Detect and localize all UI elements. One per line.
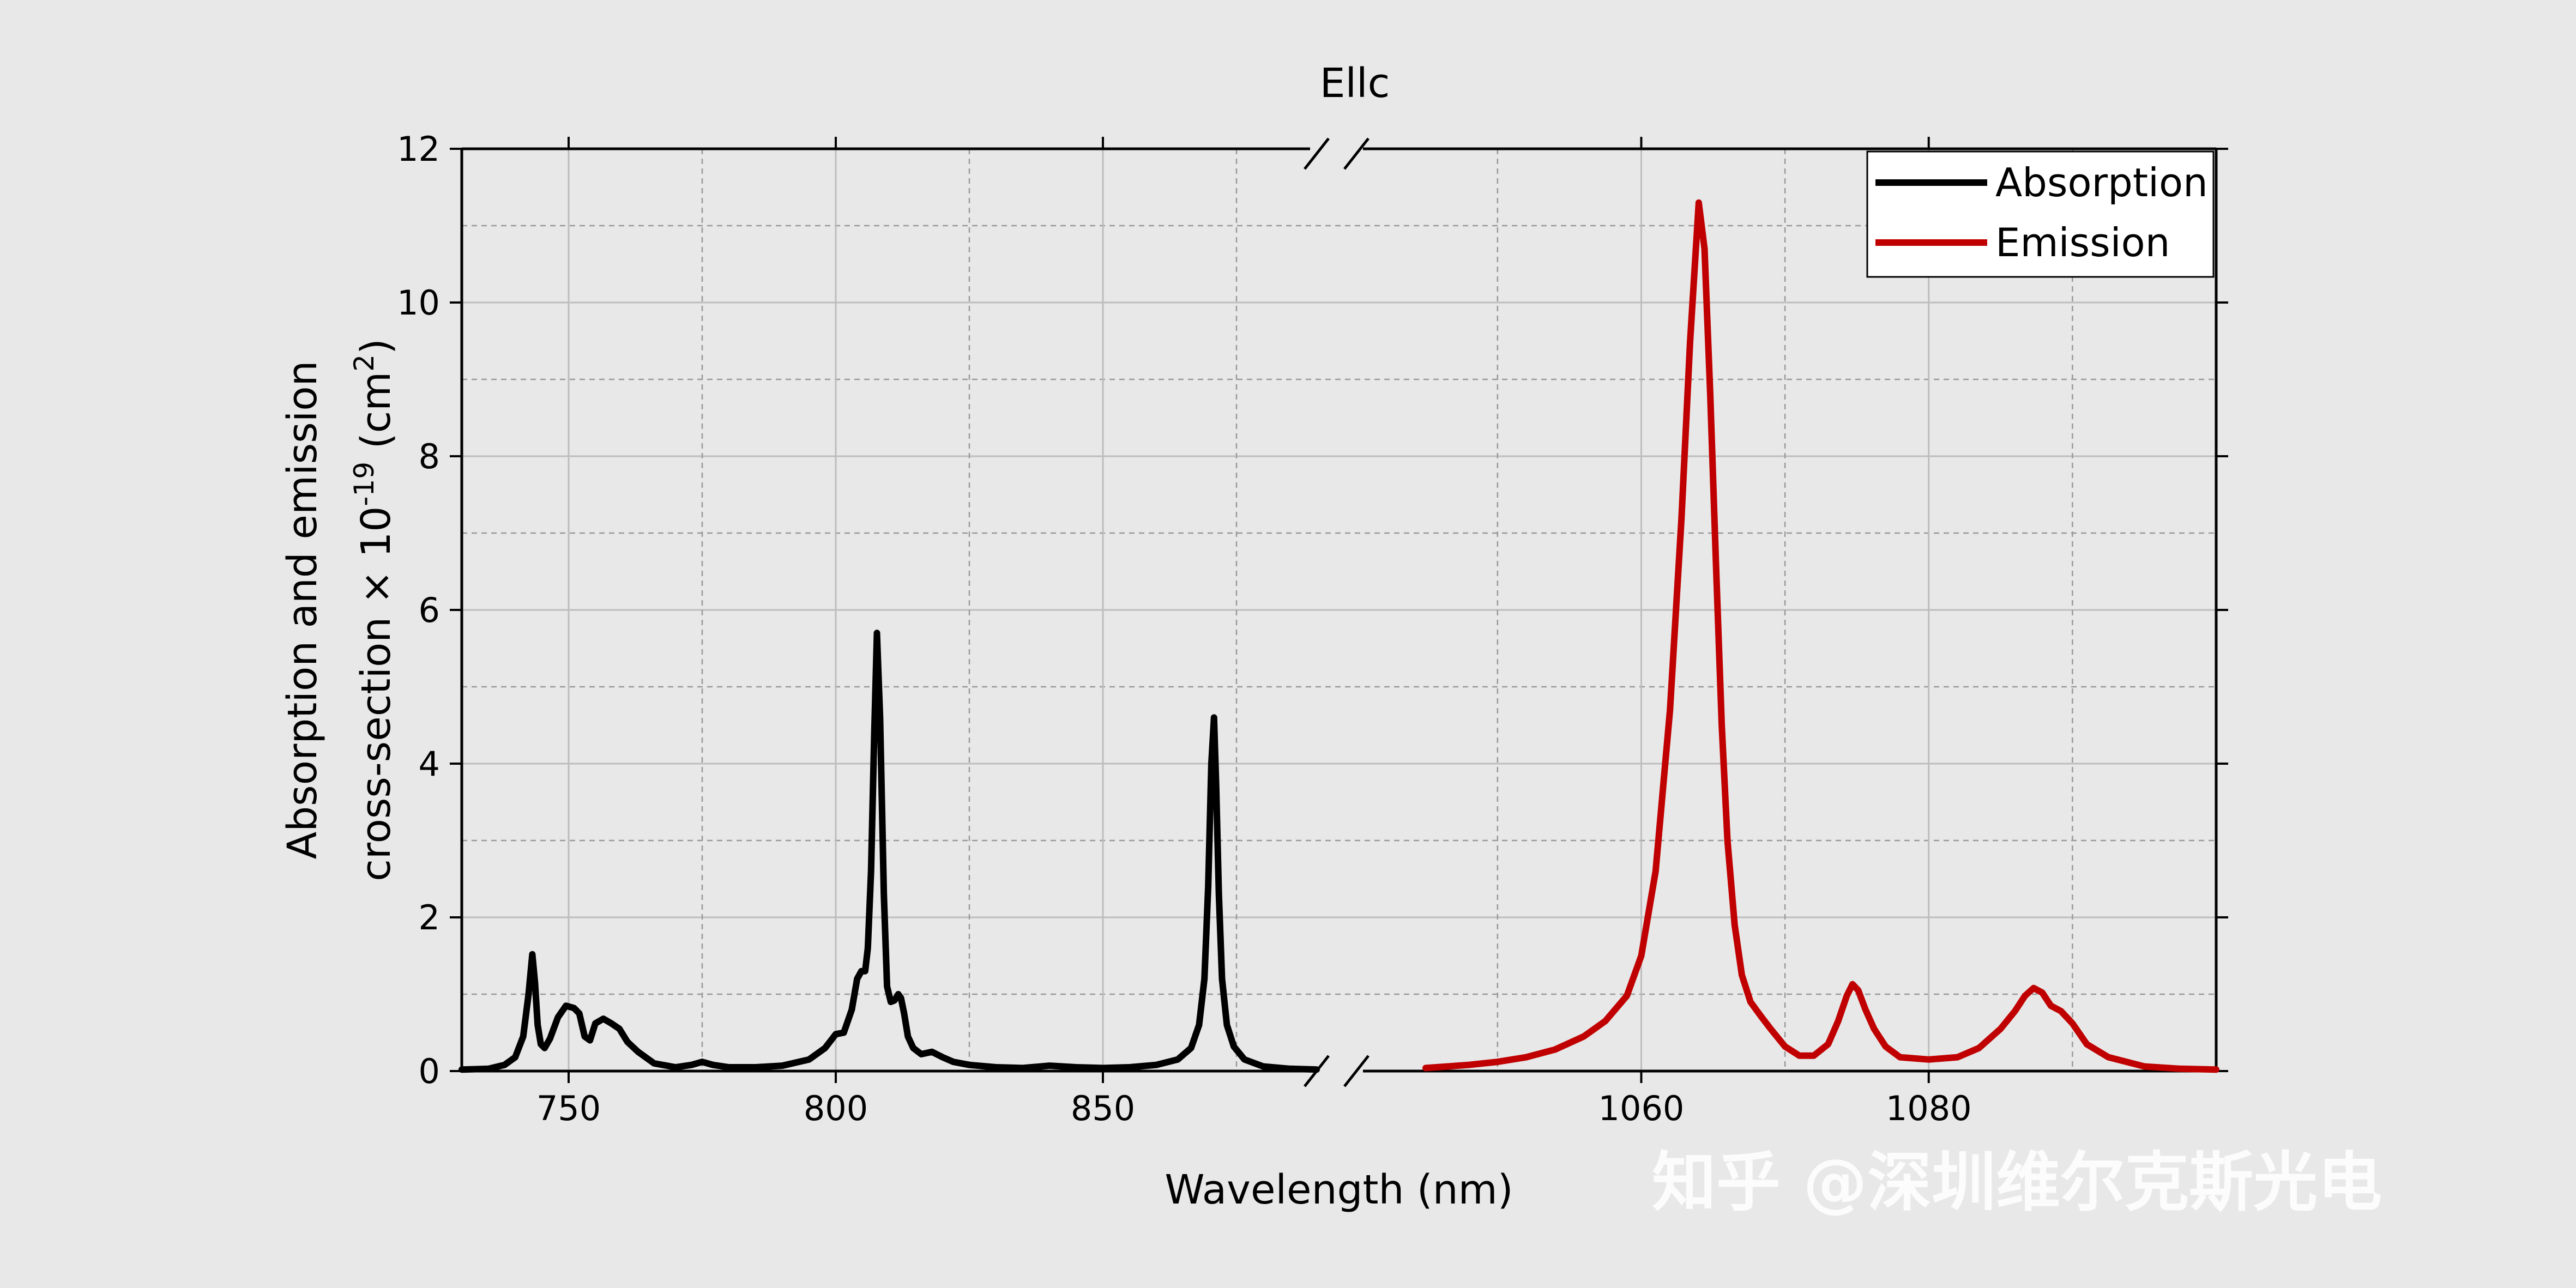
y-axis-title-suffix: ) bbox=[353, 338, 400, 354]
y-tick-label: 12 bbox=[397, 129, 440, 169]
axis-break-mark-top bbox=[1304, 137, 1330, 170]
y-tick-label: 0 bbox=[419, 1051, 440, 1091]
axes: 0 2 4 6 8 10 12 750 800 850 1060 1080 bbox=[397, 129, 2228, 1128]
axis-break-mark-top bbox=[1343, 137, 1370, 170]
series-line-absorption bbox=[459, 630, 1320, 1073]
watermark: 知乎 @深圳维尔克斯光电 bbox=[1652, 1145, 2382, 1220]
chart-title: Ellc bbox=[1320, 60, 1390, 107]
y-tick-label: 2 bbox=[419, 898, 440, 938]
x-tick-label: 750 bbox=[536, 1089, 601, 1128]
y-axis-title-line1: Absorption and emission bbox=[279, 361, 326, 860]
axis-break-gap bbox=[1312, 138, 1361, 169]
x-tick-label: 850 bbox=[1071, 1089, 1135, 1128]
y-axis-title-prefix: cross-section × 10 bbox=[353, 506, 400, 881]
y-axis-title-unit: (cm bbox=[353, 372, 400, 462]
y-tick-label: 6 bbox=[419, 590, 440, 630]
legend-box bbox=[1866, 150, 2215, 278]
axis-break-gap bbox=[1312, 1056, 1361, 1086]
legend-label-absorption: Absorption bbox=[1995, 160, 2208, 205]
legend-label-emission: Emission bbox=[1995, 220, 2170, 265]
x-tick-label: 800 bbox=[804, 1089, 868, 1128]
grid bbox=[462, 149, 2216, 1071]
series-line-emission bbox=[1422, 199, 2219, 1073]
series-layer bbox=[459, 199, 2219, 1073]
y-axis-title-unit-exponent: 2 bbox=[348, 354, 380, 372]
x-axis-title: Wavelength (nm) bbox=[1165, 1166, 1513, 1213]
axis-break-mark-bottom bbox=[1343, 1055, 1370, 1087]
x-tick-label: 1080 bbox=[1886, 1089, 1972, 1128]
y-tick-label: 4 bbox=[419, 744, 440, 784]
y-tick-label: 8 bbox=[419, 437, 440, 476]
x-tick-label: 1060 bbox=[1598, 1089, 1685, 1128]
y-tick-label: 10 bbox=[397, 283, 440, 323]
y-axis-title-exponent: -19 bbox=[348, 462, 380, 506]
y-axis-title-line2: cross-section × 10-19 (cm2) bbox=[348, 338, 400, 881]
legend: Absorption Emission bbox=[1866, 150, 2215, 278]
